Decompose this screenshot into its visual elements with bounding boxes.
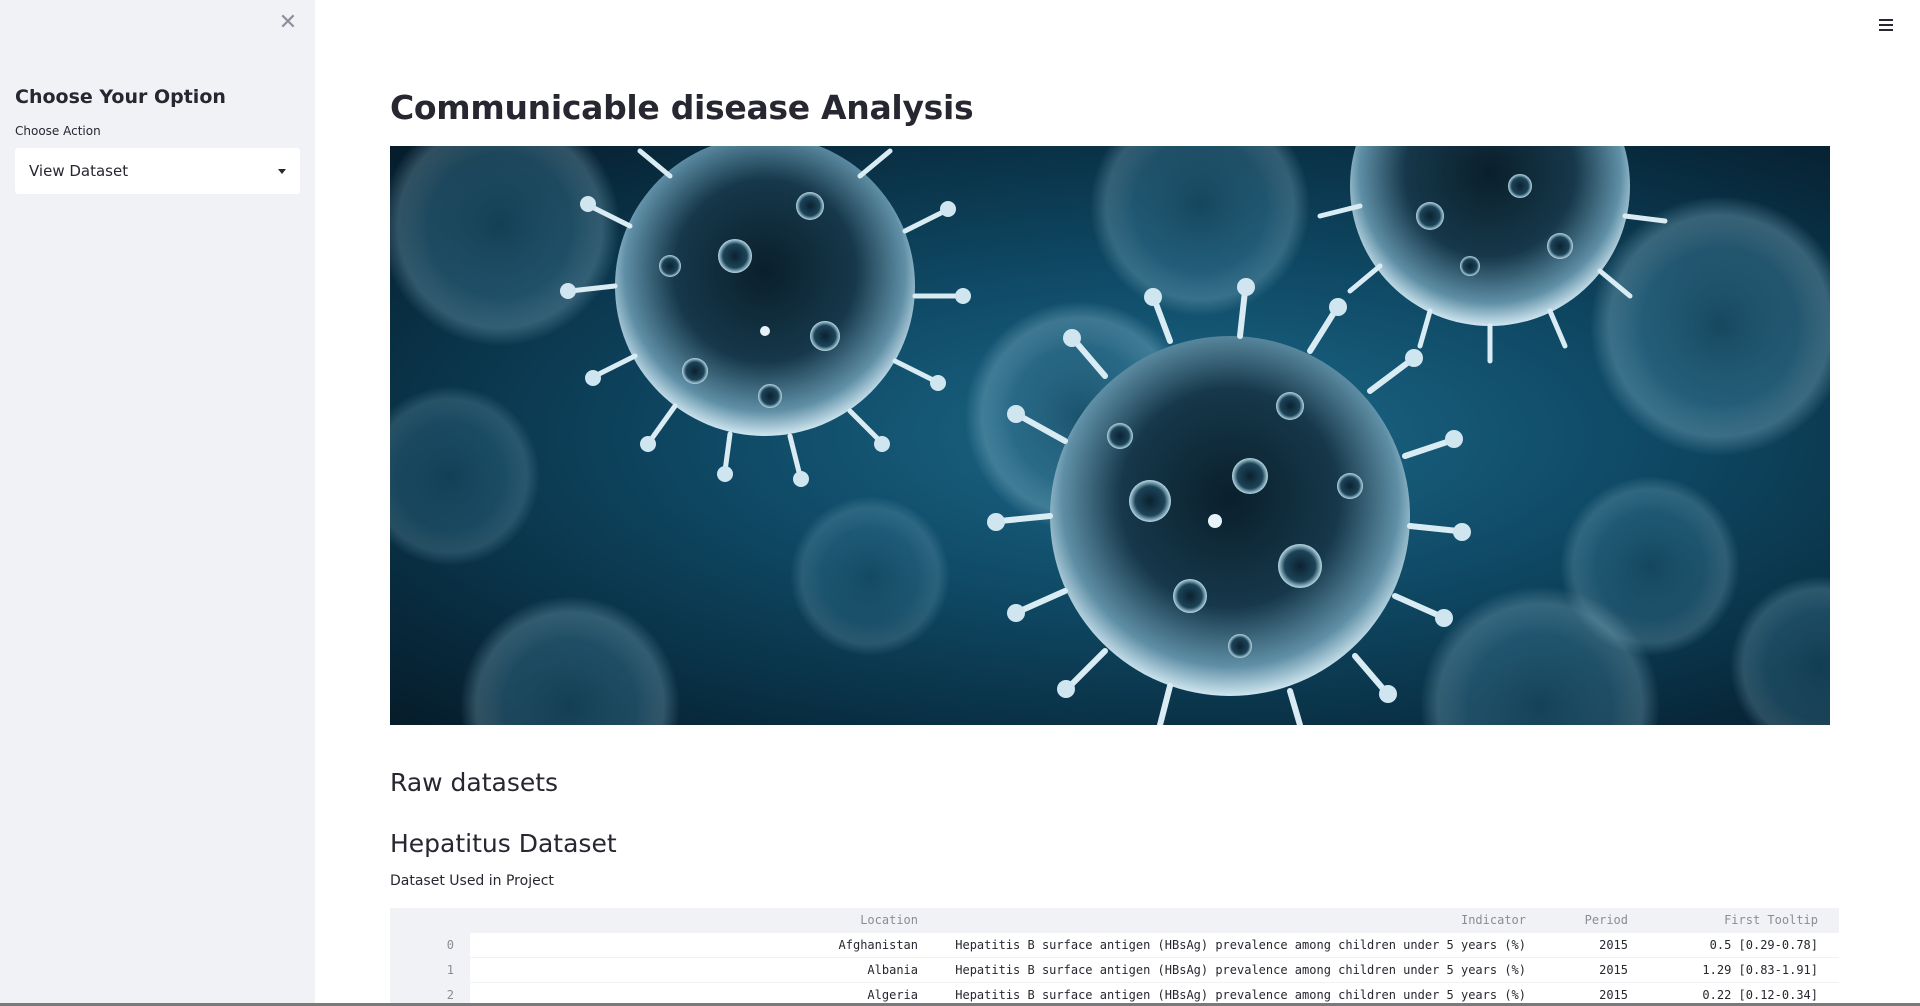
row-index: 2 bbox=[390, 983, 470, 1006]
index-header bbox=[390, 908, 470, 933]
dataset-caption: Dataset Used in Project bbox=[390, 873, 554, 889]
select-label: Choose Action bbox=[15, 124, 101, 138]
virus-illustration bbox=[390, 146, 1830, 725]
column-header-period[interactable]: Period bbox=[1584, 913, 1628, 927]
cell-first-tooltip[interactable]: 0.5 [0.29-0.78] bbox=[1709, 938, 1818, 952]
close-icon[interactable]: ✕ bbox=[278, 9, 298, 35]
chevron-down-icon bbox=[278, 168, 286, 174]
hamburger-menu-icon[interactable] bbox=[1875, 16, 1897, 34]
table-row[interactable]: 1 Albania Hepatitis B surface antigen (H… bbox=[390, 958, 1839, 983]
cell-location[interactable]: Algeria bbox=[867, 988, 918, 1002]
page-title: Communicable disease Analysis bbox=[390, 88, 974, 127]
table-row[interactable]: 2 Algeria Hepatitis B surface antigen (H… bbox=[390, 983, 1839, 1006]
cell-location[interactable]: Albania bbox=[867, 963, 918, 977]
sidebar-title: Choose Your Option bbox=[15, 86, 226, 108]
column-header-indicator[interactable]: Indicator bbox=[1460, 913, 1526, 927]
cell-indicator[interactable]: Hepatitis B surface antigen (HBsAg) prev… bbox=[955, 938, 1526, 952]
cell-first-tooltip[interactable]: 0.22 [0.12-0.34] bbox=[1702, 988, 1818, 1002]
cell-period[interactable]: 2015 bbox=[1599, 988, 1628, 1002]
cell-indicator[interactable]: Hepatitis B surface antigen (HBsAg) prev… bbox=[955, 988, 1526, 1002]
dataset-table[interactable]: Location Indicator Period First Tooltip … bbox=[390, 908, 1839, 1006]
cell-indicator[interactable]: Hepatitis B surface antigen (HBsAg) prev… bbox=[955, 963, 1526, 977]
row-index: 1 bbox=[390, 958, 470, 983]
window-bottom-border bbox=[0, 1003, 1920, 1006]
select-value: View Dataset bbox=[29, 162, 129, 180]
cell-location[interactable]: Afghanistan bbox=[838, 938, 918, 952]
column-header-location[interactable]: Location bbox=[860, 913, 918, 927]
sidebar: ✕ Choose Your Option Choose Action View … bbox=[0, 0, 315, 1006]
column-header-first-tooltip[interactable]: First Tooltip bbox=[1724, 913, 1818, 927]
cell-period[interactable]: 2015 bbox=[1599, 963, 1628, 977]
raw-datasets-heading: Raw datasets bbox=[390, 768, 559, 797]
cell-first-tooltip[interactable]: 1.29 [0.83-1.91] bbox=[1702, 963, 1818, 977]
hero-image bbox=[390, 146, 1830, 725]
table-header-row: Location Indicator Period First Tooltip bbox=[390, 908, 1839, 933]
dataset-heading: Hepatitus Dataset bbox=[390, 829, 617, 858]
action-select[interactable]: View Dataset bbox=[15, 148, 300, 194]
table-row[interactable]: 0 Afghanistan Hepatitis B surface antige… bbox=[390, 933, 1839, 958]
row-index: 0 bbox=[390, 933, 470, 958]
cell-period[interactable]: 2015 bbox=[1599, 938, 1628, 952]
